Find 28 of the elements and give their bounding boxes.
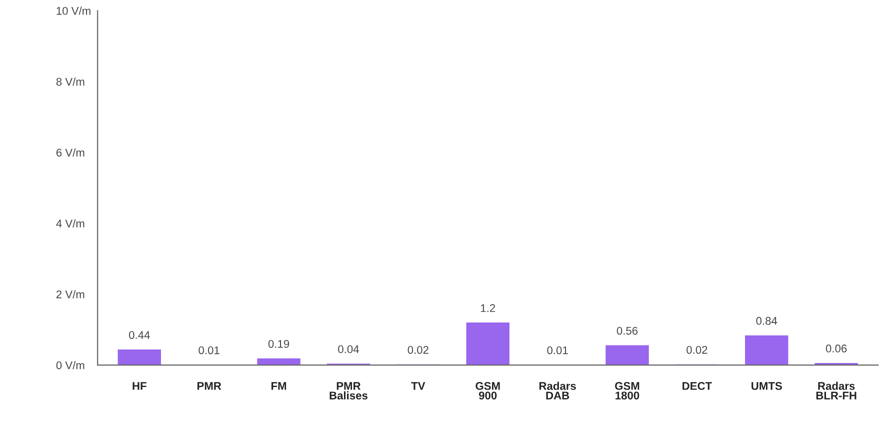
x-tick-label: FM xyxy=(271,382,286,390)
x-tick-label: TV xyxy=(411,382,426,390)
data-label: 0.84 xyxy=(756,316,778,325)
x-tick-label: UMTS xyxy=(752,382,782,390)
data-label: 0.01 xyxy=(547,346,568,354)
data-label: 0.04 xyxy=(338,345,359,354)
data-label: 0.44 xyxy=(129,331,150,339)
data-label: 0.06 xyxy=(826,344,847,352)
x-tick-label: DECT xyxy=(682,382,712,390)
y-tick-label: 2 V/m xyxy=(56,290,84,298)
x-tick-label: Radars DAB xyxy=(539,382,576,400)
data-label: 0.01 xyxy=(198,346,220,354)
y-tick-label: 10 V/m xyxy=(56,6,90,15)
data-label: 0.02 xyxy=(686,346,708,354)
data-label: 0.56 xyxy=(616,326,638,335)
x-tick-label: HF xyxy=(132,382,146,390)
data-label: 0.19 xyxy=(268,340,290,348)
x-tick-label: GSM 900 xyxy=(476,382,500,400)
y-tick-label: 8 V/m xyxy=(56,78,84,86)
data-label: 0.02 xyxy=(408,346,428,354)
x-tick-label: PMR xyxy=(197,382,222,390)
data-label: 1.2 xyxy=(480,304,496,312)
y-tick-label: 0 V/m xyxy=(56,361,84,370)
x-tick-label: Radars BLR-FH xyxy=(816,382,856,400)
y-tick-label: 6 V/m xyxy=(56,148,84,157)
y-tick-label: 4 V/m xyxy=(56,219,84,228)
x-tick-label: PMR Balises xyxy=(330,382,368,400)
x-tick-label: GSM 1800 xyxy=(615,382,640,400)
